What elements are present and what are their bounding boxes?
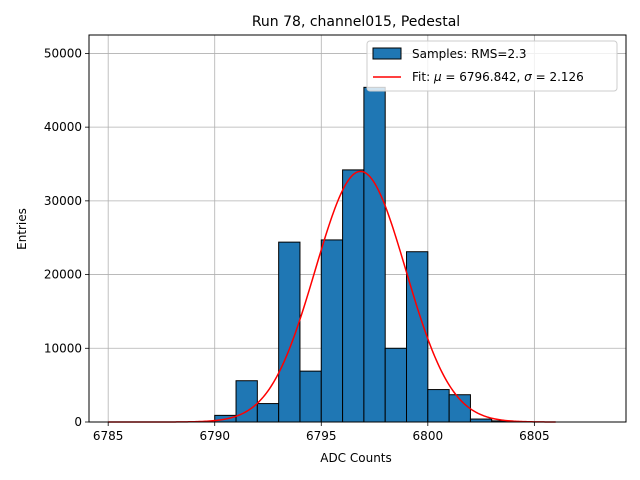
x-tick-label: 6795	[306, 429, 337, 443]
histogram-bar	[278, 241, 301, 423]
histogram-bar	[427, 389, 450, 423]
x-tick-label: 6785	[93, 429, 124, 443]
x-tick-label: 6800	[413, 429, 444, 443]
y-axis-label: Entries	[15, 208, 29, 250]
legend-fit-prefix: Fit:	[412, 70, 434, 84]
histogram-bar	[406, 251, 429, 423]
legend-mu-symbol: μ	[433, 70, 442, 84]
chart-title: Run 78, channel015, Pedestal	[252, 14, 460, 30]
histogram-bar	[342, 169, 365, 423]
histogram-bar	[299, 370, 322, 423]
legend-sigma-value: = 2.126	[532, 70, 584, 84]
legend-bar-swatch	[372, 47, 402, 60]
y-tick-label: 50000	[44, 46, 82, 60]
legend-sigma-symbol: σ	[524, 70, 532, 84]
y-tick-label: 20000	[44, 268, 82, 282]
y-tick-label: 40000	[44, 120, 82, 134]
histogram-bars	[214, 86, 514, 423]
legend-box	[366, 40, 618, 92]
x-tick-label: 6790	[199, 429, 230, 443]
x-axis-ticks: 6785 6790 6795 6800 6805	[93, 422, 550, 443]
x-tick-label: 6805	[519, 429, 550, 443]
y-axis-ticks: 0 10000 20000 30000 40000 50000	[44, 46, 89, 429]
y-tick-label: 10000	[44, 341, 82, 355]
legend-histogram-label: Samples: RMS=2.3	[412, 47, 527, 61]
plot-frame	[88, 34, 627, 423]
histogram-bar	[384, 347, 408, 423]
histogram-bar	[320, 239, 344, 423]
legend-fit-label: Fit: μ = 6796.842, σ = 2.126	[412, 70, 584, 84]
legend-mu-value: = 6796.842,	[442, 70, 525, 84]
histogram-bar	[256, 403, 280, 423]
legend: Samples: RMS=2.3 Fit: μ = 6796.842, σ = …	[366, 40, 618, 92]
y-tick-label: 30000	[44, 194, 82, 208]
histogram-bar	[363, 86, 386, 423]
y-tick-label: 0	[74, 415, 82, 429]
x-axis-label: ADC Counts	[320, 451, 392, 465]
